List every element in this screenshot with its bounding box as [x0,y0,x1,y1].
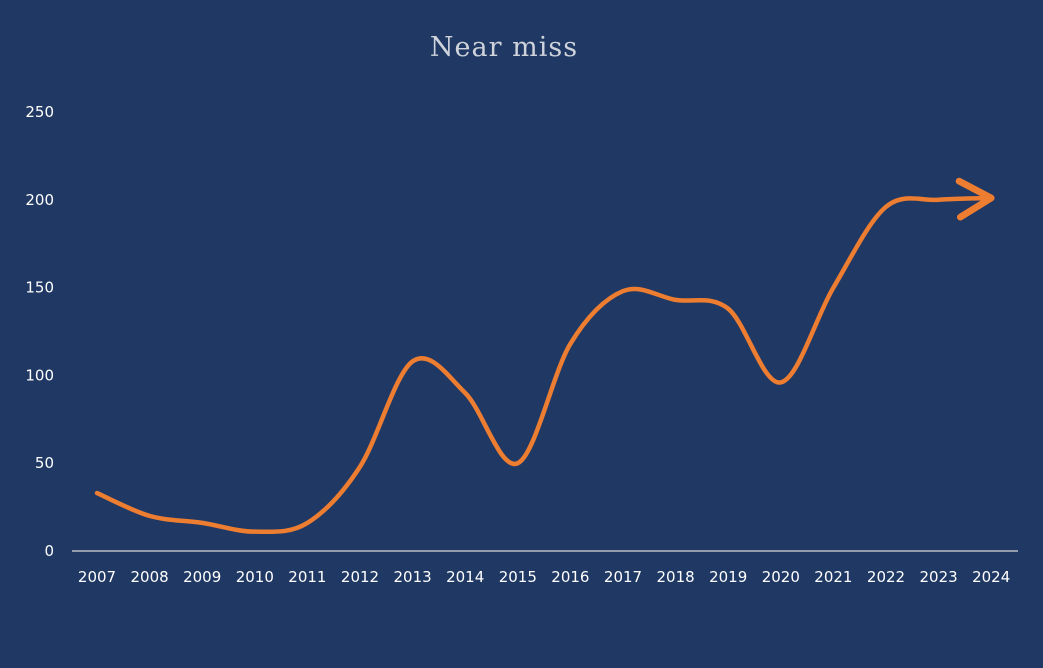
series-line [94,177,995,535]
x-axis-ticks: 2007 2008 2009 2010 2011 2012 2013 2014 2015 2016… [78,568,1010,586]
x-tick-label: 2023 [920,568,958,586]
y-tick-label: 200 [25,191,54,209]
x-tick-label: 2017 [604,568,642,586]
data-point [463,391,467,395]
data-point [411,359,415,363]
x-tick-label: 2010 [236,568,274,586]
x-tick-label: 2019 [709,568,747,586]
x-tick-label: 2013 [394,568,432,586]
x-tick-label: 2016 [551,568,589,586]
y-tick-label: 250 [25,103,54,121]
y-tick-label: 100 [25,366,54,384]
x-tick-label: 2007 [78,568,116,586]
x-tick-label: 2018 [657,568,695,586]
x-tick-label: 2009 [183,568,221,586]
data-point [621,289,625,293]
data-point [884,205,888,209]
x-tick-label: 2012 [341,568,379,586]
data-point [831,286,835,290]
data-point [148,514,152,518]
x-tick-label: 2008 [131,568,169,586]
data-point [726,307,730,311]
data-point [989,196,993,200]
x-tick-label: 2014 [446,568,484,586]
x-tick-label: 2021 [814,568,852,586]
data-point [779,380,783,384]
x-tick-label: 2024 [972,568,1010,586]
data-point [358,465,362,469]
y-axis-ticks: 0 50 100 150 200 250 [25,103,54,560]
data-point [568,342,572,346]
data-point [937,198,941,202]
x-tick-label: 2011 [288,568,326,586]
data-point [516,461,520,465]
data-point [305,521,309,525]
data-point [200,521,204,525]
data-point [674,298,678,302]
x-tick-label: 2020 [762,568,800,586]
chart-title: Near miss [430,32,578,63]
y-tick-label: 150 [25,279,54,297]
x-tick-label: 2015 [499,568,537,586]
y-tick-label: 50 [35,454,54,472]
data-point [95,491,99,495]
x-tick-label: 2022 [867,568,905,586]
series-layer [94,177,995,535]
data-point [253,530,257,534]
y-tick-label: 0 [44,542,54,560]
